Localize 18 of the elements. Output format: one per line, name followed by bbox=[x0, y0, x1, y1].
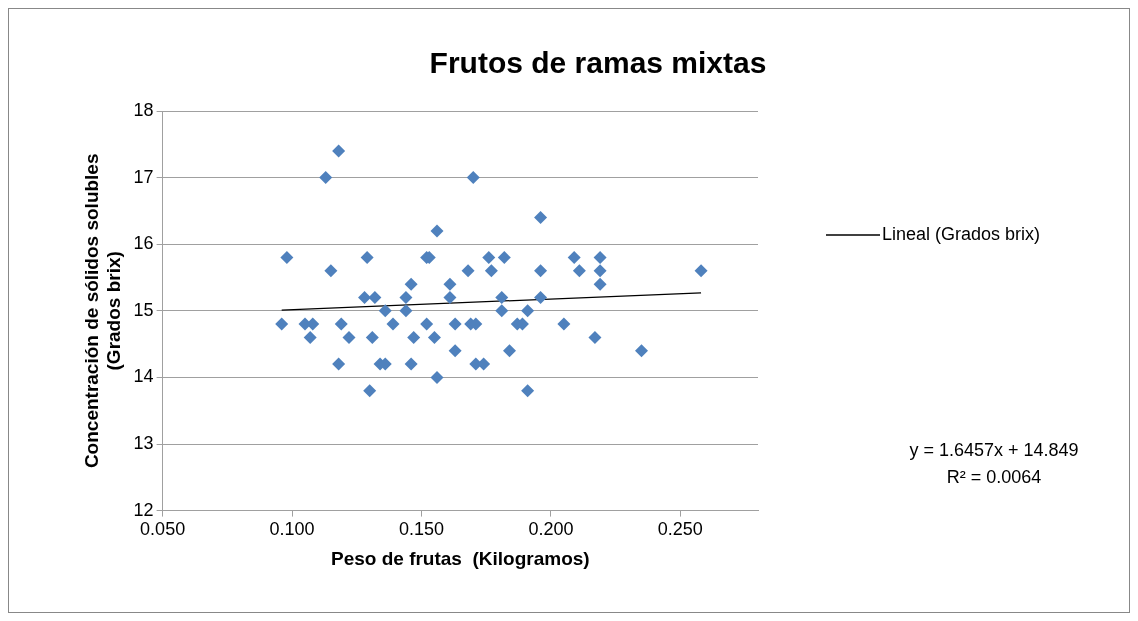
y-tick-label: 12 bbox=[133, 499, 154, 520]
text: y = 1.6457x + 14.849 bbox=[909, 440, 1079, 460]
y-tick-label: 14 bbox=[133, 366, 154, 387]
legend-label: Lineal (Grados brix) bbox=[882, 223, 1041, 244]
y-tick-label: 15 bbox=[133, 299, 154, 320]
x-tick-label: 0.100 bbox=[269, 519, 315, 540]
text: R² = 0.0064 bbox=[946, 467, 1042, 487]
x-tick-label: 0.250 bbox=[657, 519, 703, 540]
x-axis-title: Peso de frutas (Kilogramos) bbox=[330, 547, 590, 569]
y-tick-label: 18 bbox=[133, 99, 154, 120]
y-tick-label: 17 bbox=[133, 166, 154, 187]
chart-title: Frutos de ramas mixtas bbox=[429, 46, 767, 80]
y-tick-label: 16 bbox=[133, 233, 154, 254]
x-tick-label: 0.200 bbox=[528, 519, 574, 540]
y-tick-label: 13 bbox=[133, 432, 154, 453]
y-axis-title: Concentración de sólidos solubles (Grados brix) bbox=[80, 153, 125, 469]
x-tick-label: 0.050 bbox=[140, 519, 186, 540]
x-tick-label: 0.150 bbox=[398, 519, 445, 540]
